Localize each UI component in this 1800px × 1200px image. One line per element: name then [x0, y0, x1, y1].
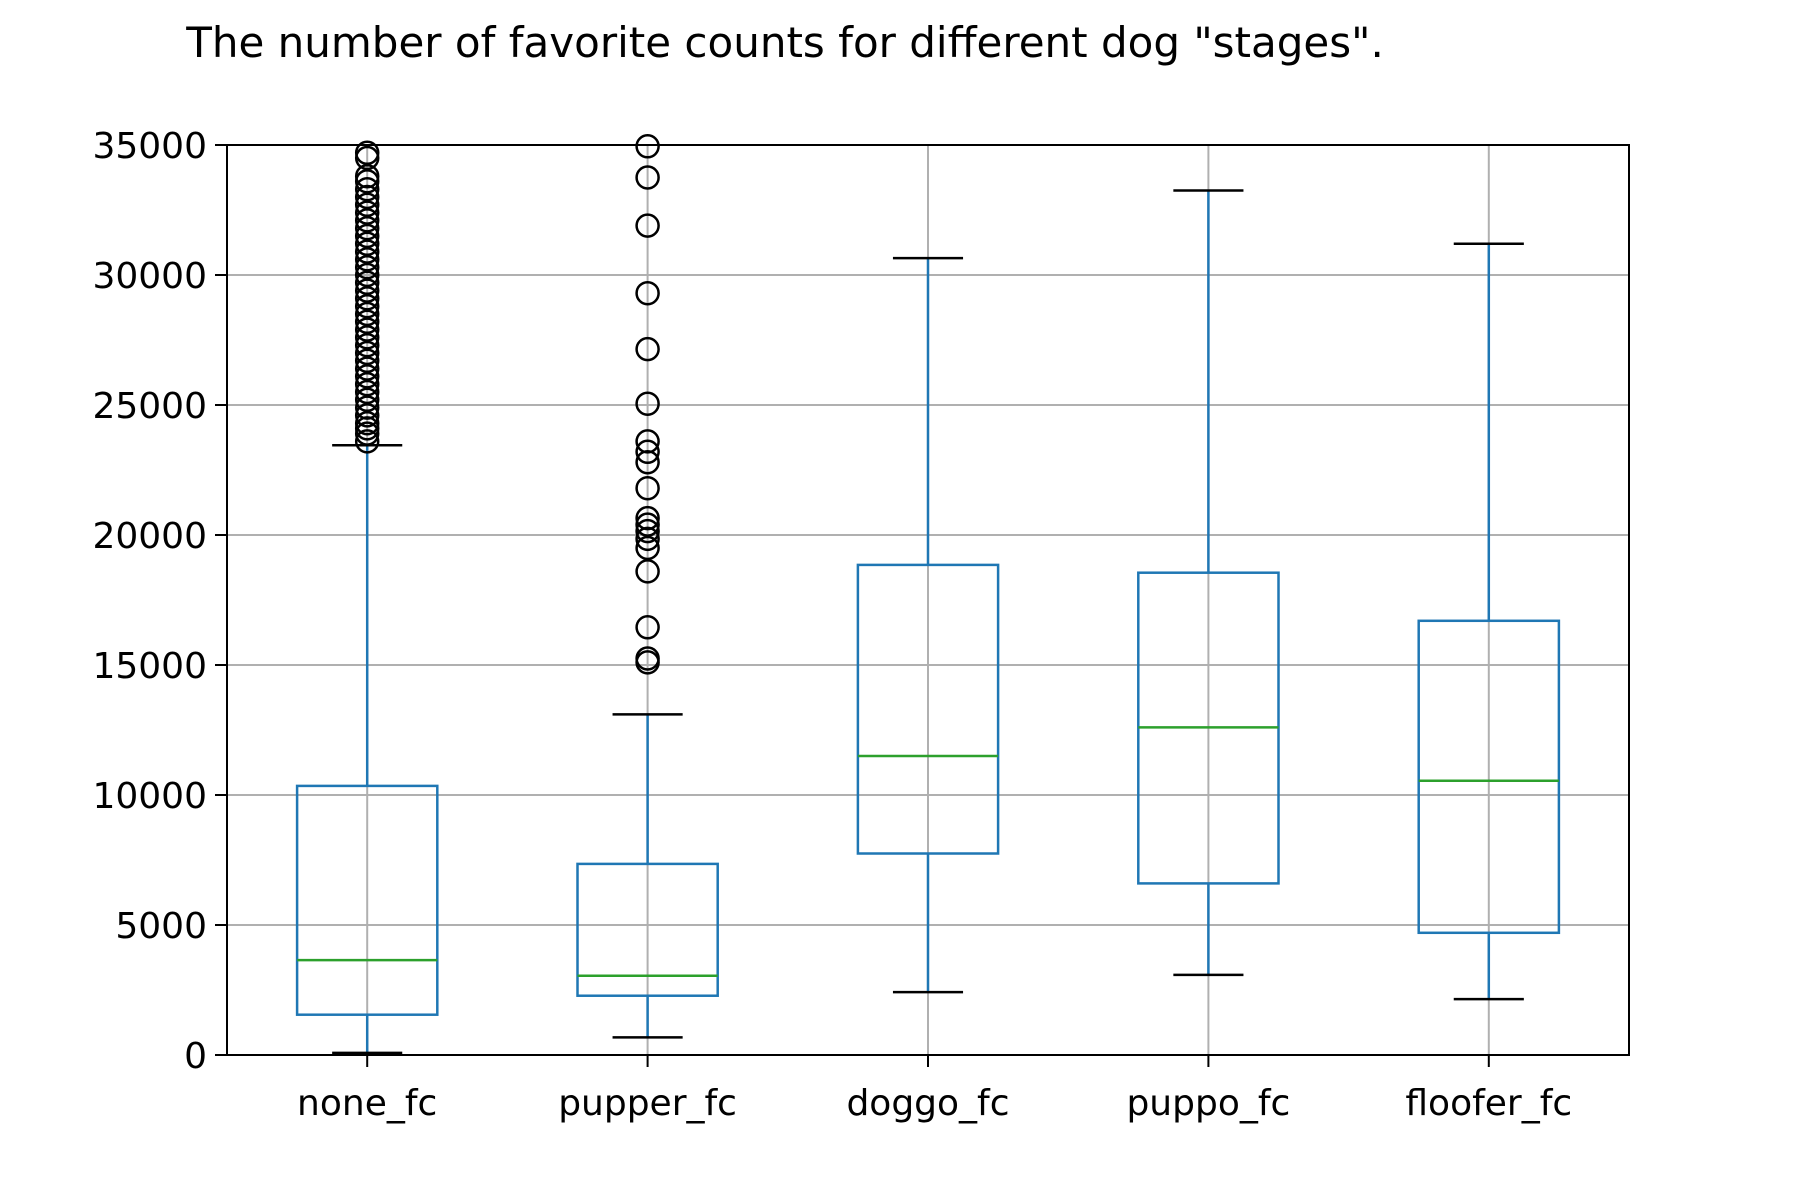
y-tick-label: 25000	[92, 386, 207, 427]
iqr-box	[1417, 619, 1561, 935]
outlier-point	[635, 213, 660, 238]
outlier-point	[354, 356, 380, 381]
outlier-point	[354, 395, 380, 420]
chart-title: The number of favorite counts for differ…	[186, 18, 1384, 67]
box-doggo_fc	[856, 256, 1000, 994]
outlier-point	[354, 176, 380, 202]
outlier-point	[354, 215, 380, 241]
outlier-point	[354, 403, 380, 428]
box-pupper_fc	[576, 134, 719, 1039]
outlier-point	[635, 336, 660, 362]
box-puppo_fc	[1137, 189, 1280, 977]
outlier-point	[635, 518, 660, 544]
outlier-point	[354, 340, 380, 366]
outlier-point	[354, 200, 380, 225]
outlier-point	[354, 140, 380, 166]
iqr-box	[856, 563, 1000, 855]
box-floofer_fc	[1417, 242, 1561, 1001]
outlier-point	[635, 505, 660, 531]
outlier-point	[354, 262, 380, 288]
y-tick-label: 35000	[92, 126, 207, 167]
outlier-point	[635, 559, 660, 584]
outlier-point	[354, 254, 380, 280]
iqr-box	[576, 862, 719, 997]
x-tick-label: pupper_fc	[558, 1083, 737, 1124]
y-tick-label: 0	[184, 1036, 207, 1077]
outlier-point	[354, 239, 380, 264]
outlier-point	[354, 317, 380, 342]
outlier-point	[635, 280, 660, 306]
outlier-point	[354, 348, 380, 374]
outlier-point	[354, 223, 380, 249]
x-tick-label: floofer_fc	[1405, 1083, 1572, 1124]
outlier-point	[354, 192, 380, 218]
outlier-point	[635, 134, 660, 159]
outlier-point	[354, 278, 380, 303]
outlier-point	[354, 208, 380, 233]
outlier-point	[354, 379, 380, 405]
outlier-point	[354, 309, 380, 335]
outlier-point	[354, 286, 380, 311]
outlier-point	[635, 535, 660, 561]
outlier-point	[354, 163, 380, 189]
y-tick-label: 30000	[92, 256, 207, 297]
outlier-point	[354, 371, 380, 397]
outlier-point	[354, 247, 380, 272]
iqr-box	[295, 784, 439, 1016]
y-tick-label: 10000	[92, 776, 207, 817]
outlier-point	[635, 512, 660, 537]
outlier-point	[635, 429, 660, 454]
outlier-point	[635, 646, 660, 671]
y-tick-label: 5000	[115, 906, 207, 947]
x-tick-label: puppo_fc	[1126, 1083, 1290, 1124]
outlier-point	[354, 387, 380, 413]
outlier-point	[354, 301, 380, 327]
boxes	[295, 134, 1561, 1055]
outlier-point	[354, 231, 380, 257]
box-none_fc	[295, 140, 439, 1055]
outlier-point	[635, 165, 660, 190]
outlier-point	[354, 410, 380, 436]
outlier-point	[354, 332, 380, 358]
outlier-point	[354, 270, 380, 296]
outlier-point	[354, 325, 380, 350]
y-tick-label: 15000	[92, 646, 207, 687]
y-tick-label: 20000	[92, 516, 207, 557]
outlier-point	[354, 364, 380, 389]
outlier-point	[635, 439, 660, 465]
outlier-point	[354, 293, 380, 319]
outlier-point	[354, 429, 380, 454]
outlier-point	[635, 391, 660, 416]
x-tick-label: none_fc	[297, 1083, 437, 1124]
x-tick-label: doggo_fc	[846, 1083, 1009, 1124]
outlier-point	[635, 615, 660, 640]
outlier-point	[635, 475, 660, 501]
axes: 0 5000 10000 15000 20000 25000 30000 35000 none_…	[92, 126, 1572, 1124]
